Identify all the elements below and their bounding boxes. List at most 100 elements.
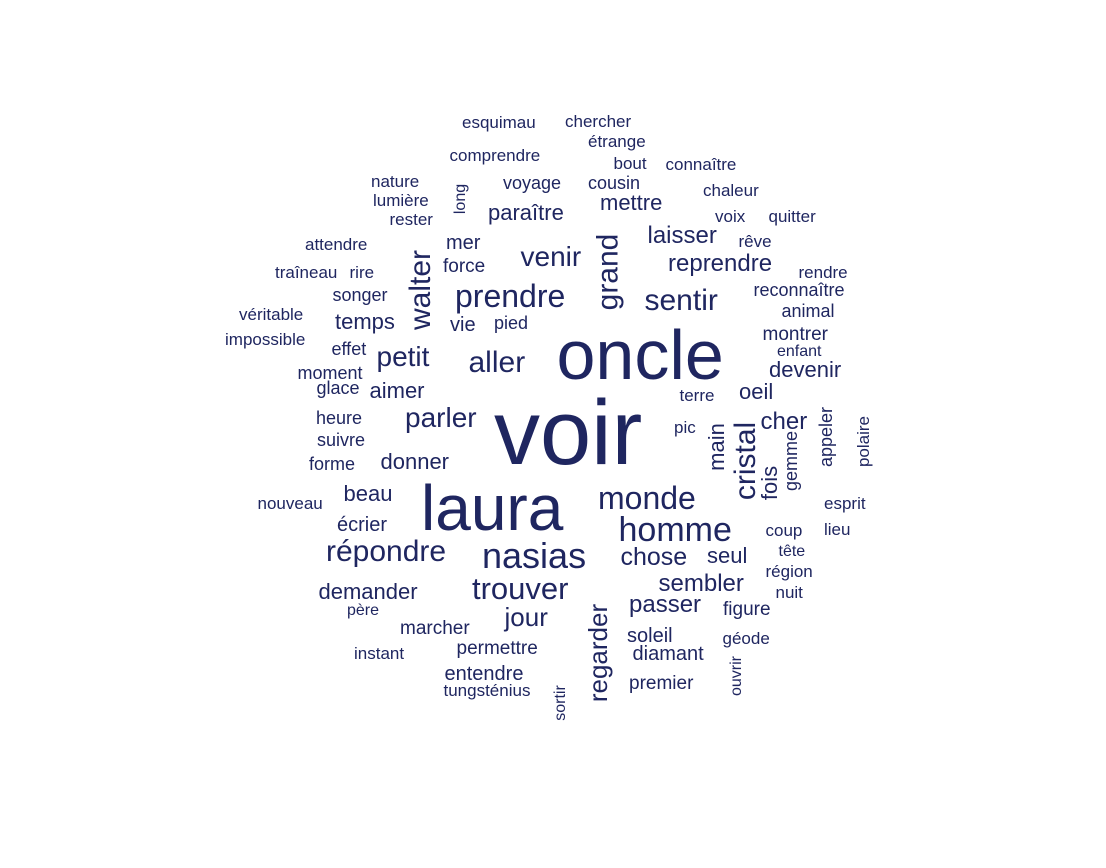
word-lumiere: lumière	[373, 190, 429, 210]
word-veritable: véritable	[239, 304, 304, 324]
word-animal: animal	[781, 301, 835, 321]
word-walter: walter	[404, 249, 438, 331]
word-geode: géode	[722, 628, 770, 648]
word-voir: voir	[494, 382, 643, 484]
word-suivre: suivre	[317, 430, 366, 450]
word-nasias: nasias	[482, 535, 587, 576]
word-figure: figure	[723, 598, 771, 620]
word-attendre: attendre	[305, 234, 368, 254]
word-mettre: mettre	[600, 190, 663, 215]
word-marcher: marcher	[400, 617, 470, 639]
word-laura: laura	[421, 472, 564, 544]
word-nuit: nuit	[775, 582, 803, 602]
word-devenir: devenir	[769, 357, 842, 382]
word-ecrier: écrier	[337, 514, 388, 536]
word-montrer: montrer	[762, 323, 828, 345]
word-chose: chose	[620, 542, 688, 571]
word-comprendre: comprendre	[449, 145, 541, 165]
word-quitter: quitter	[768, 206, 816, 226]
word-aimer: aimer	[369, 378, 425, 403]
word-parler: parler	[405, 402, 477, 433]
word-pic: pic	[674, 417, 696, 437]
word-force: force	[443, 255, 486, 277]
word-esquimau: esquimau	[462, 112, 536, 132]
word-fois: fois	[757, 465, 783, 501]
word-reve: rêve	[738, 231, 772, 251]
word-donner: donner	[380, 449, 450, 474]
word-rendre: rendre	[798, 262, 848, 282]
word-rire: rire	[349, 262, 375, 282]
word-instant: instant	[354, 643, 405, 663]
word-sembler: sembler	[658, 570, 744, 597]
word-cousin: cousin	[588, 173, 641, 193]
word-etrange: étrange	[588, 131, 646, 151]
word-mer: mer	[446, 232, 481, 254]
word-premier: premier	[629, 672, 694, 694]
word-effet: effet	[331, 339, 367, 359]
word-oeil: oeil	[739, 379, 774, 404]
word-tete: tête	[778, 543, 806, 560]
word-main: main	[703, 423, 729, 471]
word-impossible: impossible	[225, 329, 306, 349]
word-reprendre: reprendre	[668, 250, 773, 277]
word-laisser: laisser	[647, 222, 717, 249]
word-beau: beau	[343, 481, 393, 506]
word-esprit: esprit	[824, 493, 866, 513]
word-grand: grand	[590, 233, 624, 311]
word-diamant: diamant	[632, 643, 704, 665]
word-oncle: oncle	[556, 316, 724, 394]
word-bout: bout	[613, 153, 647, 173]
word-soleil: soleil	[627, 625, 673, 647]
word-passer: passer	[629, 591, 702, 618]
word-vie: vie	[450, 314, 476, 336]
word-temps: temps	[335, 309, 395, 334]
word-sortir: sortir	[551, 685, 569, 721]
word-nature: nature	[371, 171, 420, 191]
word-region: région	[765, 561, 813, 581]
word-moment: moment	[297, 363, 363, 383]
word-ouvrir: ouvrir	[728, 655, 746, 697]
word-repondre: répondre	[326, 535, 447, 568]
word-cher: cher	[760, 408, 808, 435]
word-gemme: gemme	[781, 430, 802, 492]
word-traineau: traîneau	[275, 262, 338, 282]
word-demander: demander	[318, 579, 418, 604]
word-sentir: sentir	[644, 284, 718, 317]
word-enfant: enfant	[777, 343, 822, 360]
word-venir: venir	[520, 241, 582, 272]
word-monde: monde	[598, 480, 696, 516]
word-chaleur: chaleur	[703, 180, 759, 200]
word-paraitre: paraître	[488, 200, 564, 225]
word-pied: pied	[494, 313, 529, 333]
word-connaitre: connaître	[665, 154, 737, 174]
word-entendre: entendre	[444, 663, 524, 685]
word-petit: petit	[376, 341, 430, 372]
word-permettre: permettre	[456, 637, 538, 659]
word-aller: aller	[468, 346, 526, 379]
word-glace: glace	[316, 378, 360, 398]
word-appeler: appeler	[816, 406, 837, 468]
word-pere: père	[347, 602, 380, 619]
word-polaire: polaire	[853, 415, 873, 467]
word-regarder: regarder	[583, 603, 614, 703]
word-long: long	[452, 183, 470, 215]
word-jour: jour	[504, 602, 548, 632]
word-coup: coup	[765, 520, 803, 540]
word-seul: seul	[707, 543, 748, 568]
word-heure: heure	[316, 408, 363, 428]
word-songer: songer	[332, 285, 388, 305]
word-voyage: voyage	[503, 173, 562, 193]
word-prendre: prendre	[455, 278, 566, 314]
word-chercher: chercher	[565, 111, 632, 131]
word-homme: homme	[618, 511, 732, 549]
word-tungstenius: tungsténius	[443, 680, 531, 700]
word-rester: rester	[389, 209, 433, 229]
word-lieu: lieu	[824, 519, 851, 539]
word-voix: voix	[715, 206, 746, 226]
word-terre: terre	[679, 385, 715, 405]
word-reconnaitre: reconnaître	[753, 280, 845, 300]
word-trouver: trouver	[472, 570, 569, 606]
word-nouveau: nouveau	[257, 493, 323, 513]
word-forme: forme	[309, 454, 356, 474]
